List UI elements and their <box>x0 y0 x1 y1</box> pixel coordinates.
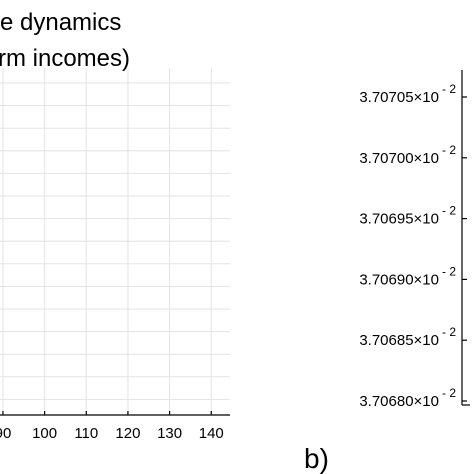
y-tick-label: 3.70685×10 <box>359 332 439 349</box>
chart-title: rm incomes) <box>0 45 130 72</box>
y-tick-label: 3.70695×10 <box>359 211 439 228</box>
y-tick-label: 3.70705×10 <box>359 89 439 106</box>
y-tick-exponent: - 2 <box>442 264 456 278</box>
x-tick-label: 140 <box>199 425 224 442</box>
y-tick-exponent: - 2 <box>442 143 456 157</box>
x-tick-label: 130 <box>157 425 182 442</box>
panel-label: b) <box>304 443 329 474</box>
grid <box>0 82 230 400</box>
y-tick-label: 3.70690×10 <box>359 271 439 288</box>
y-tick-label: 3.70700×10 <box>359 150 439 167</box>
x-tick-label: 110 <box>74 425 98 442</box>
y-tick-exponent: - 2 <box>442 204 456 218</box>
x-tick-label: 90 <box>0 425 11 442</box>
chart-title: e dynamics <box>0 9 121 36</box>
x-tick-label: 120 <box>115 425 140 442</box>
y-tick-exponent: - 2 <box>442 386 456 400</box>
x-tick-label: 100 <box>32 425 57 442</box>
y-tick-exponent: - 2 <box>442 325 456 339</box>
y-tick-label: 3.70680×10 <box>359 393 439 410</box>
y-tick-exponent: - 2 <box>442 82 456 96</box>
